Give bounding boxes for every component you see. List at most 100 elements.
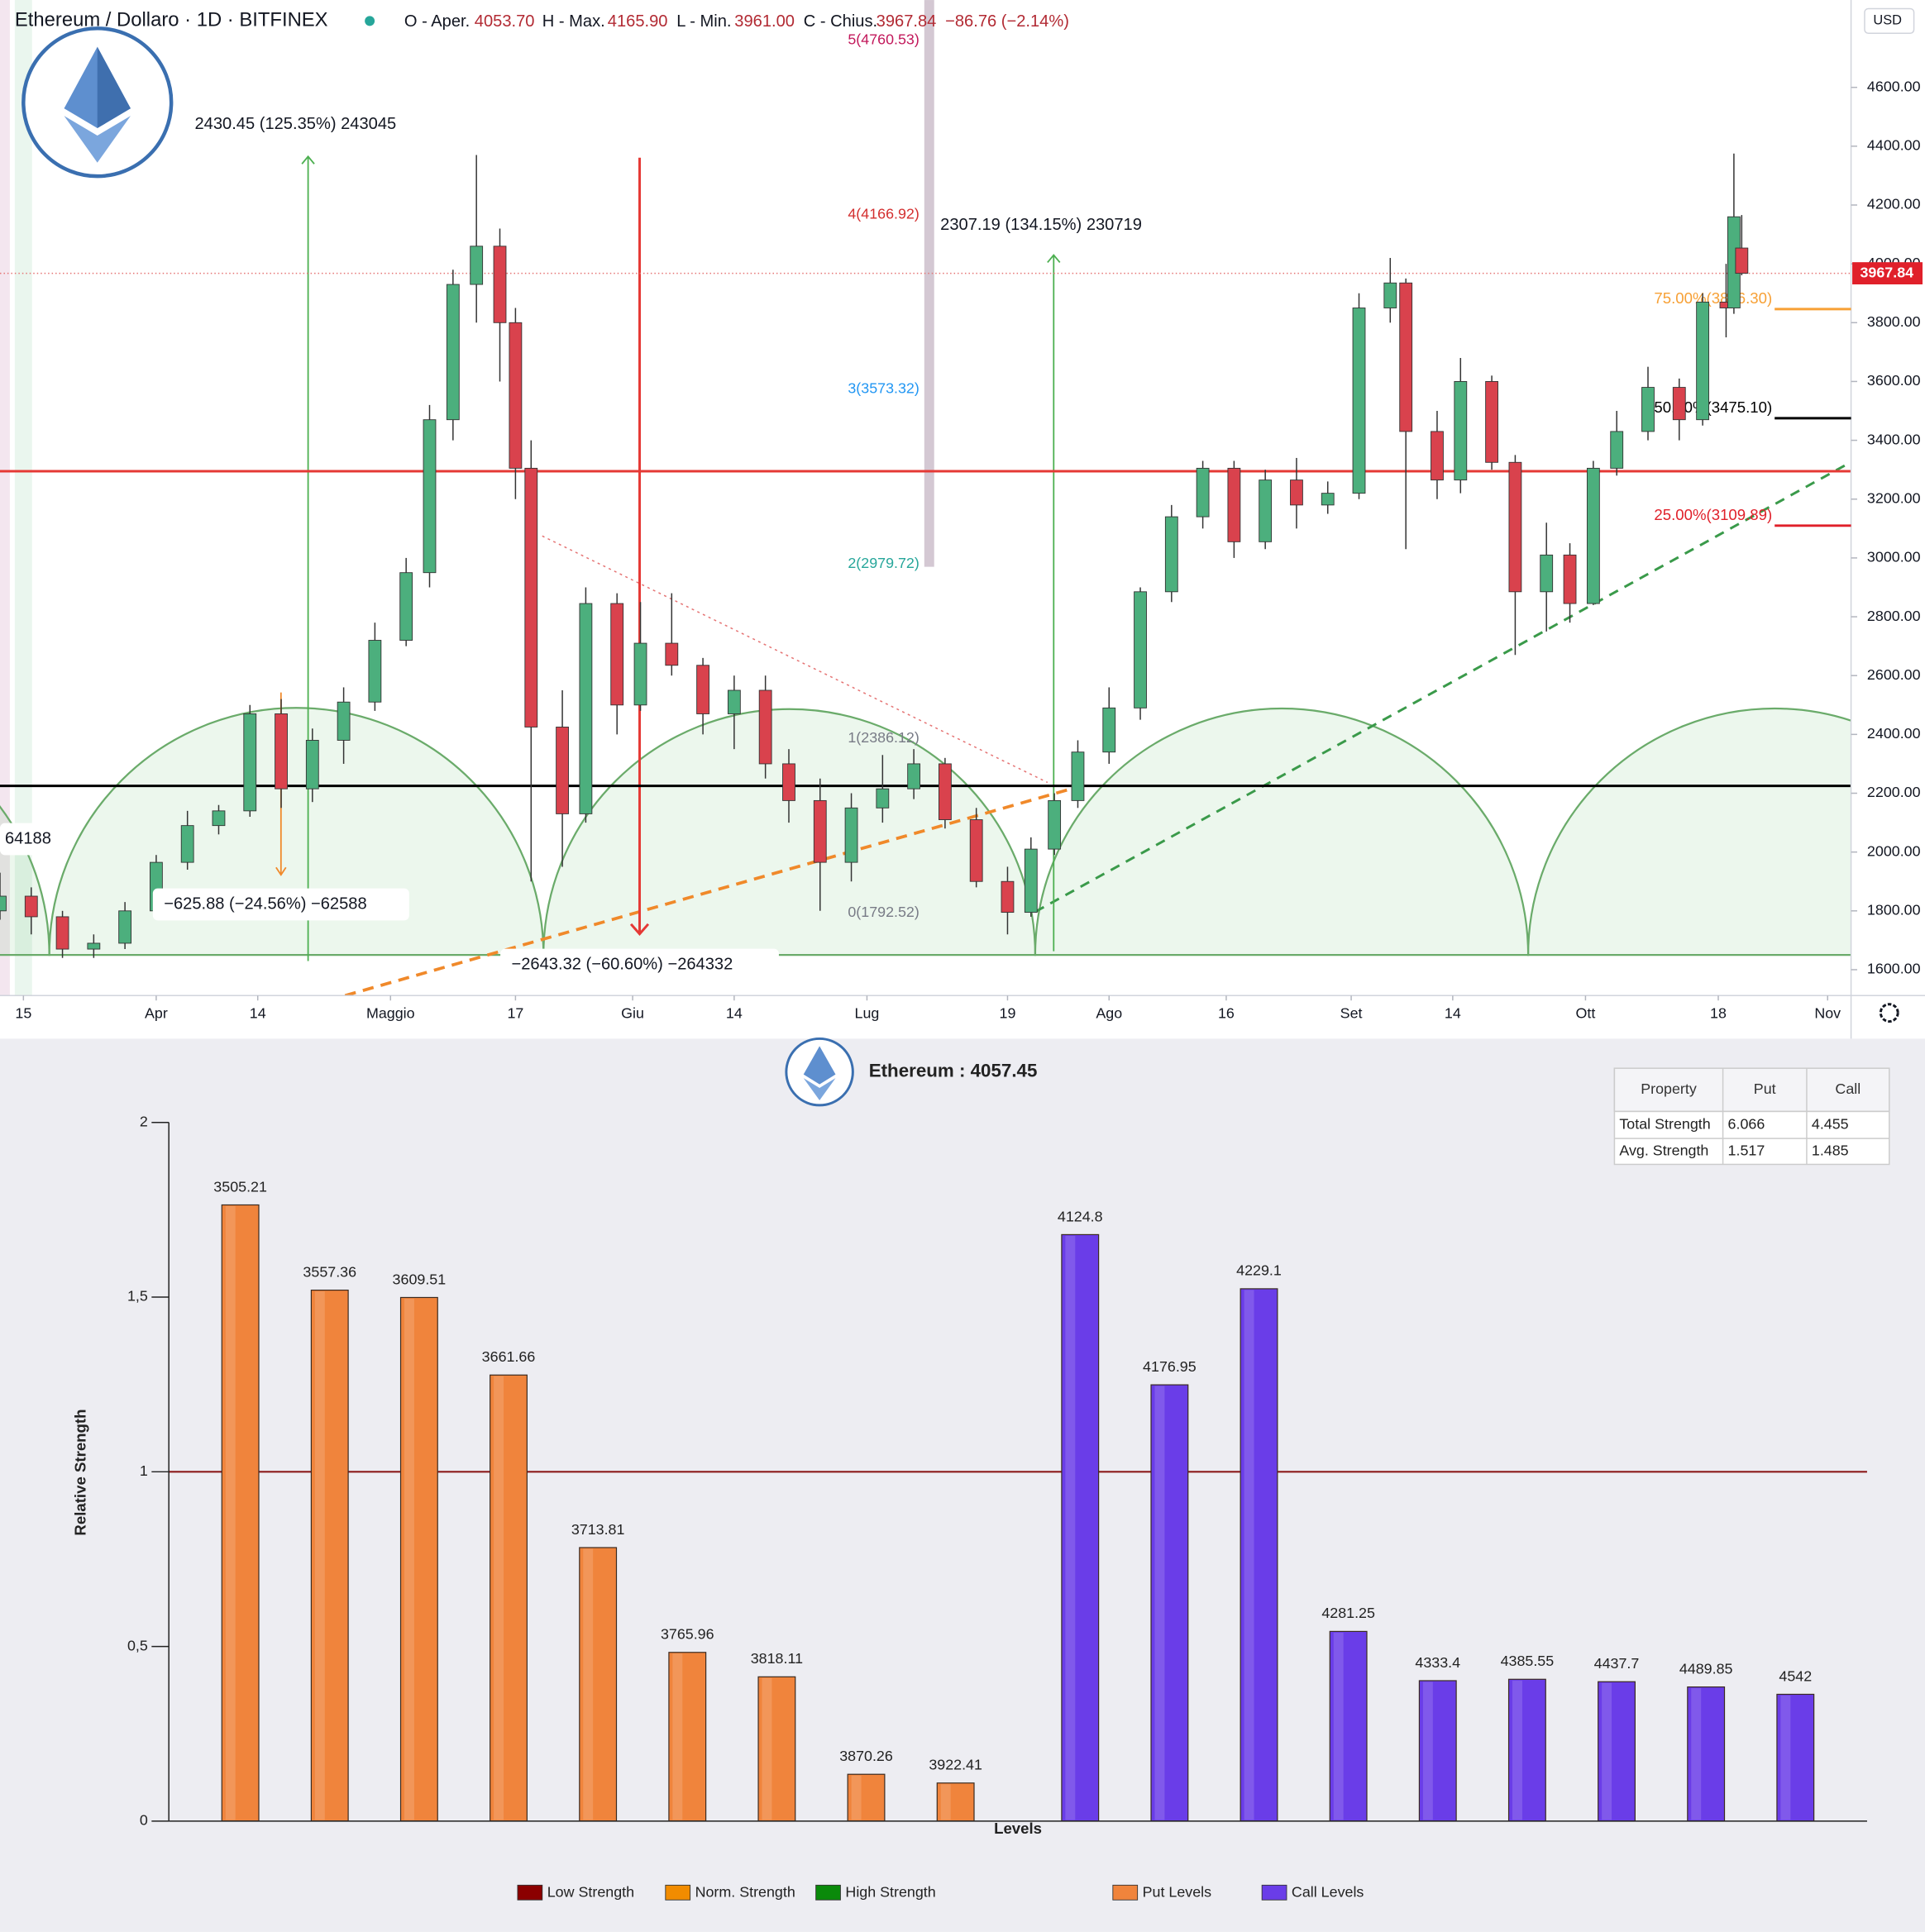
bar-shade xyxy=(1691,1688,1702,1820)
y-tick-label: 1,5 xyxy=(127,1288,148,1305)
x-tick-label: Ott xyxy=(1576,1004,1596,1021)
table-cell: 1.485 xyxy=(1812,1143,1849,1159)
x-tick-label: Nov xyxy=(1814,1004,1841,1021)
bar-shade xyxy=(851,1775,862,1820)
candle-body xyxy=(1383,282,1397,308)
legend-swatch[interactable] xyxy=(815,1884,841,1901)
candle-body xyxy=(118,910,132,944)
measure-box xyxy=(0,823,64,856)
candle-body xyxy=(1290,479,1303,506)
candle-body xyxy=(1259,479,1273,542)
bar-label: 3505.21 xyxy=(213,1178,267,1195)
candle-body xyxy=(1641,387,1655,432)
x-axis-title: Levels xyxy=(994,1820,1042,1837)
last-price-badge xyxy=(1852,262,1923,284)
bar-label: 3870.26 xyxy=(839,1748,893,1764)
candle-body xyxy=(969,819,983,882)
candle-body xyxy=(1102,707,1116,753)
arrow-head xyxy=(275,866,287,876)
currency-button[interactable] xyxy=(1864,7,1915,35)
bar-shade xyxy=(494,1376,504,1820)
candle-body xyxy=(1540,554,1554,593)
table-cell: 1.517 xyxy=(1728,1143,1765,1159)
candle-body xyxy=(446,284,460,421)
candle-body xyxy=(1672,387,1686,421)
y-tick-label: 3800.00 xyxy=(1867,313,1921,330)
y-tick-label: 2000.00 xyxy=(1867,842,1921,859)
candle-body xyxy=(212,810,226,827)
arc xyxy=(1526,707,1851,956)
table-header-bg xyxy=(1613,1067,1890,1113)
ohlc-label: H - Max. xyxy=(542,12,605,31)
candle-body xyxy=(524,467,538,727)
fib-label: 3(3573.32) xyxy=(848,380,919,397)
candle-body xyxy=(1485,380,1498,463)
bar-label: 3922.41 xyxy=(929,1757,982,1773)
bar xyxy=(1418,1680,1457,1822)
y-axis-title: Relative Strength xyxy=(71,1410,88,1536)
bar-label: 3609.51 xyxy=(393,1271,447,1287)
currency-label[interactable]: USD xyxy=(1873,13,1902,28)
legend-swatch[interactable] xyxy=(1261,1884,1287,1901)
table-cell: Total Strength xyxy=(1619,1115,1710,1132)
candle-body xyxy=(939,763,952,820)
y-tick-label: 4400.00 xyxy=(1867,137,1921,154)
bar-label: 4489.85 xyxy=(1679,1660,1733,1677)
candle-body xyxy=(275,713,288,789)
ohlc-value: 4053.70 xyxy=(475,12,535,31)
x-tick-label: 17 xyxy=(507,1004,523,1021)
legend-swatch[interactable] xyxy=(665,1884,691,1901)
x-tick-label: Ago xyxy=(1096,1004,1122,1021)
candle-body xyxy=(509,322,523,469)
legend-swatch[interactable] xyxy=(517,1884,543,1901)
x-tick-label: 18 xyxy=(1710,1004,1727,1021)
candle-body xyxy=(337,701,351,741)
measure-label: −2643.32 (−60.60%) −264332 xyxy=(512,955,733,973)
ohlc-label: C - Chius. xyxy=(804,12,877,31)
table-cell: Avg. Strength xyxy=(1619,1143,1708,1159)
ohlc-value: 3967.84 xyxy=(877,12,937,31)
bar xyxy=(310,1289,349,1822)
ohlc-label: O - Aper. xyxy=(404,12,470,31)
x-tick-label: 14 xyxy=(250,1004,266,1021)
candle-body xyxy=(876,788,890,809)
measure-label: 64188 xyxy=(5,829,51,847)
y-tick-label: 0 xyxy=(140,1812,148,1829)
candle-body xyxy=(470,246,484,285)
measure-box xyxy=(152,888,409,921)
legend-label[interactable]: Call Levels xyxy=(1292,1884,1364,1901)
ohlc-value: 4165.90 xyxy=(608,12,668,31)
legend-label[interactable]: Put Levels xyxy=(1143,1884,1212,1901)
band xyxy=(0,0,10,996)
settings-icon[interactable] xyxy=(1879,1003,1899,1023)
candle-body xyxy=(907,763,921,789)
legend-swatch[interactable] xyxy=(1112,1884,1139,1901)
bar-label: 4385.55 xyxy=(1501,1653,1555,1669)
legend-label[interactable]: High Strength xyxy=(845,1884,935,1901)
fib-label: 2(2979.72) xyxy=(848,555,919,571)
x-tick-label: 16 xyxy=(1218,1004,1235,1021)
candle-body xyxy=(1735,247,1749,274)
candle-body xyxy=(727,689,741,714)
table-header: Call xyxy=(1835,1080,1861,1097)
candle-body xyxy=(1048,799,1062,850)
fib-label: 1(2386.12) xyxy=(848,729,919,746)
bar-shade xyxy=(672,1653,683,1820)
candle-body xyxy=(1164,516,1178,593)
candle-body xyxy=(633,642,647,706)
candle-body xyxy=(423,419,437,574)
legend-label[interactable]: Norm. Strength xyxy=(695,1884,795,1901)
legend-label[interactable]: Low Strength xyxy=(547,1884,634,1901)
table-header: Put xyxy=(1754,1080,1776,1097)
candle-body xyxy=(1321,493,1335,506)
bar-shade xyxy=(1065,1235,1076,1820)
candle-body xyxy=(1696,301,1710,421)
arrow-head xyxy=(629,923,650,937)
bar xyxy=(757,1676,796,1822)
candle-body xyxy=(1563,554,1577,604)
table-header: Property xyxy=(1641,1080,1697,1097)
strength-plot: 0 0,5 1 1,5 2 3505.21 3557.36 3609.51 3661.66 371… xyxy=(127,1067,1890,1901)
candle-body xyxy=(579,603,593,814)
candle-body xyxy=(696,665,709,714)
bar-shade xyxy=(1244,1290,1254,1820)
